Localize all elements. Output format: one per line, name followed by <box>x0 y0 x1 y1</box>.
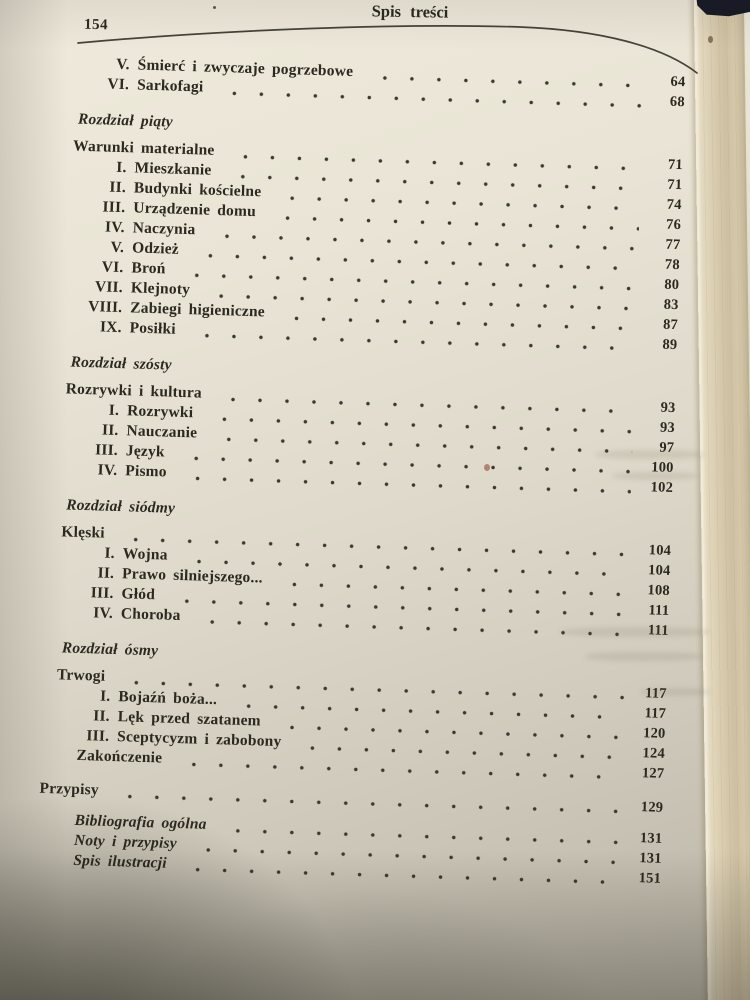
page-title: Spis treści <box>371 1 449 22</box>
show-through-smudge <box>585 652 703 661</box>
toc-entry-page: 131 <box>639 830 663 847</box>
show-through-smudge <box>560 627 710 637</box>
dot-leader <box>105 780 622 817</box>
toc-entry-label: Rozrywki <box>126 402 194 422</box>
toc-entry-page: 83 <box>663 296 679 314</box>
toc-entry-numeral: I. <box>108 401 120 420</box>
show-through-smudge <box>612 472 698 480</box>
toc-entry-numeral: VI. <box>107 75 130 94</box>
toc-entry-label: Przypisy <box>39 779 100 799</box>
toc-entry-label: Wojna <box>122 545 168 564</box>
toc-entry-page: 117 <box>644 705 667 722</box>
page-speck <box>708 36 713 43</box>
show-through-smudge <box>595 450 705 459</box>
toc-entry-numeral: VI. <box>101 258 124 277</box>
toc-entry-numeral: II. <box>101 421 119 440</box>
toc-entry-label: Klęski <box>61 523 106 542</box>
toc-entry-numeral: III. <box>102 198 126 217</box>
toc-entry-page: 120 <box>642 725 666 742</box>
toc-entry-page: 131 <box>639 850 662 867</box>
toc-entry-label: Klejnoty <box>130 279 191 299</box>
toc-entry-page: 71 <box>667 156 684 174</box>
toc-entry-numeral: III. <box>86 727 110 745</box>
toc-entry-numeral: II. <box>92 707 111 725</box>
toc-entry-numeral: III. <box>90 584 114 602</box>
toc-entry-numeral: IX. <box>99 318 122 337</box>
toc-entry-numeral: IV. <box>92 604 114 622</box>
toc-entry-page: 151 <box>638 870 662 887</box>
toc-entry-label: Broń <box>131 259 166 278</box>
toc-entry-label: Odzież <box>131 239 180 258</box>
toc-entry-page: 77 <box>665 236 681 254</box>
toc-entry-label: Naczynia <box>132 219 196 239</box>
book-cover-corner <box>696 0 750 17</box>
toc-entry-numeral: I. <box>115 158 127 177</box>
page-fore-edge <box>693 0 750 1000</box>
toc-entry-page: 104 <box>647 562 671 579</box>
toc-entry-label: Zakończenie <box>76 746 163 767</box>
book-page-number: 154 <box>83 16 109 34</box>
toc-entry-page: 78 <box>664 256 681 274</box>
toc-entry-numeral: II. <box>97 564 115 582</box>
toc-entry-page: 108 <box>647 582 671 599</box>
toc-entry-label: Mieszkanie <box>134 159 212 179</box>
toc-entry-page: 89 <box>662 336 678 354</box>
toc-entry-page: 64 <box>670 73 686 91</box>
toc-entry-numeral: V. <box>115 55 130 74</box>
toc-entry-page: 111 <box>648 602 670 619</box>
toc-entry-page: 74 <box>666 196 682 214</box>
toc-entry-page: 76 <box>665 216 682 234</box>
toc-entry-label: Posiłki <box>129 319 177 338</box>
toc-entry-page: 80 <box>664 276 680 294</box>
toc-entry-label: Nauczanie <box>126 422 198 442</box>
toc-entry-label: Spis ilustracji <box>73 851 168 872</box>
toc-entry-numeral: VIII. <box>87 298 123 317</box>
toc-entry-label: Choroba <box>120 605 181 625</box>
toc-entry-page: 93 <box>660 399 676 417</box>
toc-entry-page: 104 <box>648 542 672 559</box>
toc-entry-page: 102 <box>650 479 674 497</box>
toc-entry-label: Sarkofagi <box>136 76 204 96</box>
show-through-smudge <box>640 688 710 696</box>
toc-entry-page: 129 <box>640 799 664 816</box>
toc-entry-page: 124 <box>642 745 666 762</box>
toc-entry-label: Trwogi <box>56 666 106 685</box>
toc-entry-numeral: IV. <box>97 461 118 480</box>
table-of-contents: V. Śmierć i zwyczaje pogrzebowe 64 VI. Sark… <box>35 53 686 889</box>
toc-entry-page: 68 <box>669 93 686 111</box>
toc-entry-label: Pismo <box>125 462 167 481</box>
toc-entry-numeral: II. <box>109 178 127 197</box>
toc-entry-numeral: IV. <box>104 218 125 237</box>
toc-entry-page: 93 <box>659 419 676 437</box>
toc-entry-page: 127 <box>641 765 665 782</box>
toc-entry-label: Głód <box>121 585 156 604</box>
toc-entry-numeral: III. <box>94 441 119 460</box>
toc-entry-label: Język <box>125 442 166 461</box>
toc-entry-page: 87 <box>662 316 679 334</box>
toc-entry-numeral: V. <box>110 238 125 257</box>
page-speck <box>213 6 216 9</box>
toc-entry-numeral: I. <box>104 544 116 562</box>
page-speck <box>484 464 490 471</box>
toc-entry-numeral: I. <box>99 687 111 705</box>
toc-entry-page: 71 <box>667 176 683 194</box>
toc-entry-numeral: VII. <box>94 278 124 297</box>
